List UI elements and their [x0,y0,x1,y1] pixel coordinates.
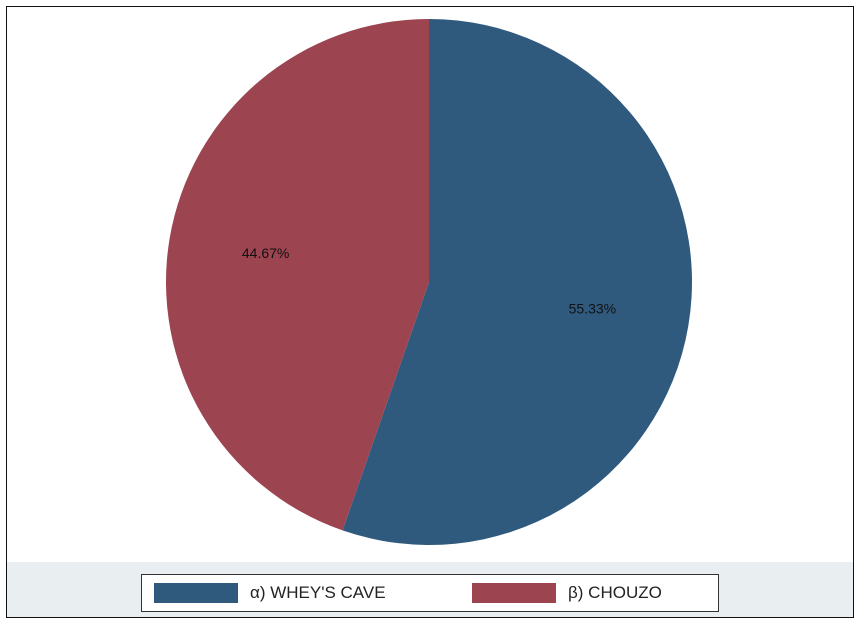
legend-label-whey-cave: α) WHEY'S CAVE [250,583,386,602]
slice-value-label-chouzo: 44.67% [242,245,289,261]
legend: α) WHEY'S CAVE β) CHOUZO [141,574,719,612]
chart-frame: 55.33% 44.67% α) WHEY'S CAVE β) CHOUZO [6,6,854,618]
pie-slices [165,19,692,545]
legend-swatch-chouzo [472,583,556,603]
pie-slice-whey-cave [342,19,692,545]
legend-entry-chouzo: β) CHOUZO [442,575,718,611]
legend-swatch-whey-cave [154,583,238,603]
slice-value-label-whey-cave: 55.33% [569,300,616,316]
legend-label-chouzo: β) CHOUZO [568,583,662,602]
pie-chart: 55.33% 44.67% [165,19,692,545]
legend-entry-whey-cave: α) WHEY'S CAVE [142,575,442,611]
pie-slice-chouzo [165,19,429,531]
pie-slice-labels: 55.33% 44.67% [242,245,616,316]
legend-band: α) WHEY'S CAVE β) CHOUZO [7,562,853,617]
plot-region: 55.33% 44.67% [7,7,853,562]
